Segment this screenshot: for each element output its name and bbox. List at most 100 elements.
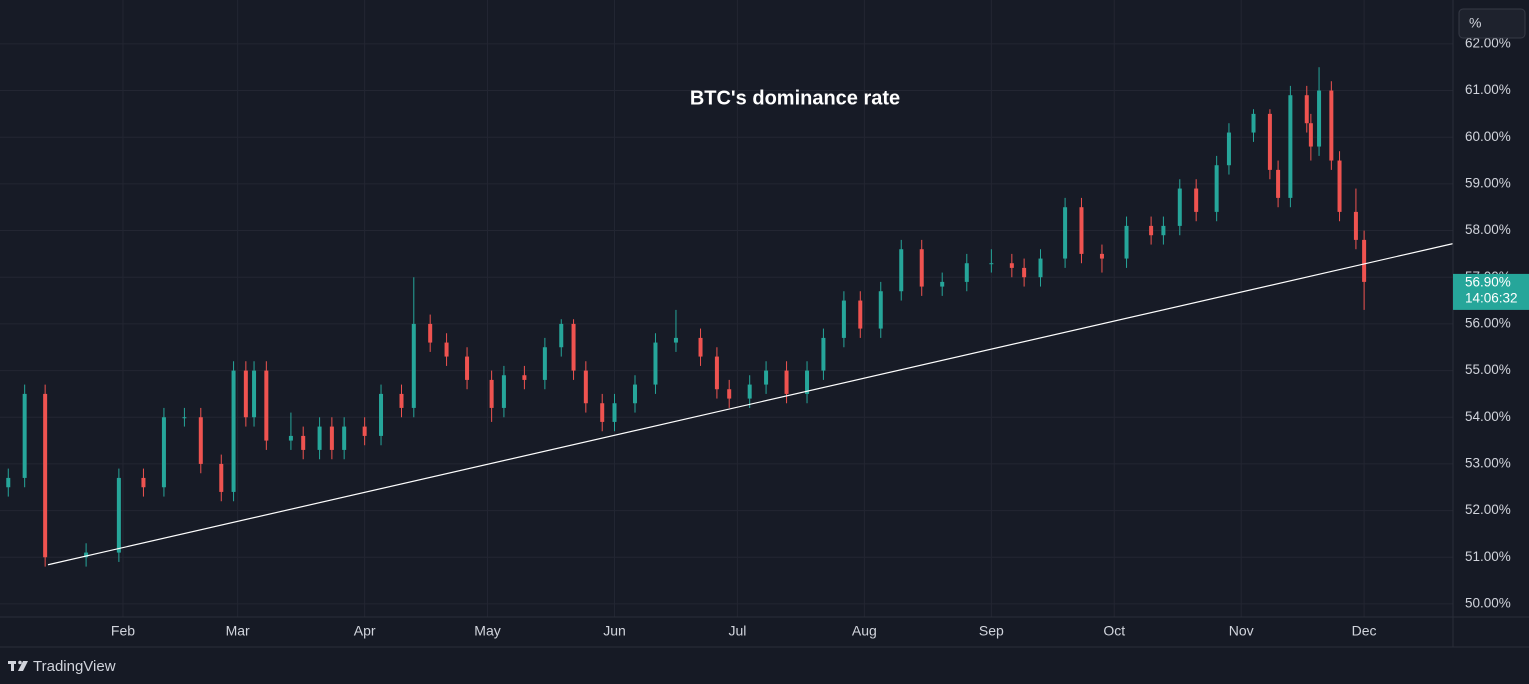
- candle-body: [899, 249, 904, 292]
- candle-body: [727, 389, 732, 399]
- y-tick-label: 59.00%: [1465, 175, 1511, 190]
- candles: [6, 67, 1454, 567]
- candle-body: [252, 370, 257, 418]
- axis-labels: 50.00% 51.00% 52.00% 53.00% 54.00% 55.00% 56.0…: [111, 35, 1529, 639]
- candle-body: [764, 370, 769, 385]
- candle-body: [1337, 160, 1342, 212]
- candle-body: [714, 356, 719, 390]
- candle-body: [964, 263, 969, 282]
- candle-body: [940, 281, 945, 287]
- y-tick-label: 51.00%: [1465, 549, 1511, 564]
- candle-body: [329, 426, 334, 450]
- brand-name: TradingView: [33, 658, 116, 675]
- candle-body: [243, 370, 248, 418]
- candle-body: [1177, 188, 1182, 226]
- candle-body: [784, 370, 789, 394]
- candle-body: [1317, 90, 1322, 147]
- candle-body: [1194, 188, 1199, 212]
- candle-body: [399, 393, 404, 408]
- candle-body: [1063, 207, 1068, 259]
- candle-body: [1149, 225, 1154, 236]
- candle-body: [288, 435, 293, 441]
- brand-logo: [8, 660, 28, 671]
- candle-body: [522, 375, 527, 380]
- candle-body: [673, 337, 678, 343]
- candle-body: [1124, 225, 1129, 259]
- candle-body: [411, 323, 416, 408]
- candle-body: [1009, 263, 1014, 268]
- candle-body: [1251, 113, 1256, 133]
- candle-body: [878, 291, 883, 329]
- candle-body: [1267, 113, 1272, 170]
- x-tick-label: Apr: [354, 623, 376, 639]
- candle-body: [428, 323, 433, 343]
- candle-body: [116, 477, 121, 553]
- candle-body: [379, 393, 384, 436]
- grid: [0, 0, 1453, 617]
- candle-body: [600, 403, 605, 422]
- candle-body: [1276, 169, 1281, 198]
- last-price-label: 56.90%: [1465, 274, 1511, 289]
- candle-body: [1099, 253, 1104, 259]
- x-tick-label: Nov: [1229, 623, 1254, 639]
- candle-body: [805, 370, 810, 394]
- x-tick-label: Oct: [1103, 623, 1125, 639]
- candle-body: [141, 477, 146, 488]
- candle-body: [219, 463, 224, 492]
- y-tick-label: 58.00%: [1465, 222, 1511, 237]
- candle-body: [317, 426, 322, 450]
- candle-body: [1304, 95, 1309, 124]
- candle-body: [989, 263, 994, 265]
- candle-body: [1226, 132, 1231, 166]
- candle-body: [84, 552, 89, 558]
- plot-area: [0, 0, 1453, 617]
- candle-body: [182, 417, 187, 419]
- candle-body: [1308, 123, 1313, 147]
- candle-body: [501, 375, 506, 408]
- x-tick-label: Mar: [226, 623, 250, 639]
- candle-body: [1362, 239, 1367, 282]
- x-tick-label: Feb: [111, 623, 135, 639]
- candle-body: [1329, 90, 1334, 161]
- x-tick-label: Aug: [852, 623, 877, 639]
- candle-body: [1288, 95, 1293, 198]
- candle-body: [542, 347, 547, 380]
- candle-body: [6, 477, 11, 488]
- x-tick-label: Sep: [979, 623, 1004, 639]
- candle-body: [198, 417, 203, 464]
- candle-body: [698, 337, 703, 357]
- trendline: [47, 243, 1454, 566]
- unit-button[interactable]: [1458, 8, 1526, 39]
- x-tick-label: Dec: [1352, 623, 1377, 639]
- candle-body: [1079, 207, 1084, 254]
- candle-body: [841, 300, 846, 338]
- candle-body: [612, 403, 617, 422]
- candle-body: [444, 342, 449, 357]
- candle-body: [301, 435, 306, 450]
- y-tick-label: 61.00%: [1465, 82, 1511, 97]
- candle-body: [362, 426, 367, 436]
- y-tick-label: 53.00%: [1465, 455, 1511, 470]
- countdown: 14:06:32: [1465, 290, 1518, 305]
- candle-body: [632, 384, 637, 404]
- candle-body: [821, 337, 826, 371]
- candle-body: [231, 370, 236, 492]
- candle-body: [583, 370, 588, 404]
- candle-body: [22, 393, 27, 478]
- candle-body: [919, 249, 924, 287]
- x-tick-label: May: [474, 623, 500, 639]
- candle-body: [43, 393, 48, 558]
- candle-body: [264, 370, 269, 441]
- last-price-tag: [1453, 273, 1529, 310]
- y-tick-label: 55.00%: [1465, 362, 1511, 377]
- candle-body: [1038, 258, 1043, 278]
- x-tick-label: Jul: [728, 623, 746, 639]
- candle-body: [1022, 267, 1027, 278]
- y-tick-label: 56.00%: [1465, 315, 1511, 330]
- x-tick-label: Jun: [603, 623, 626, 639]
- candle-body: [1161, 225, 1166, 236]
- candle-body: [465, 356, 470, 380]
- unit-button-label[interactable]: %: [1469, 15, 1481, 31]
- chart-title: BTC's dominance rate: [690, 87, 900, 109]
